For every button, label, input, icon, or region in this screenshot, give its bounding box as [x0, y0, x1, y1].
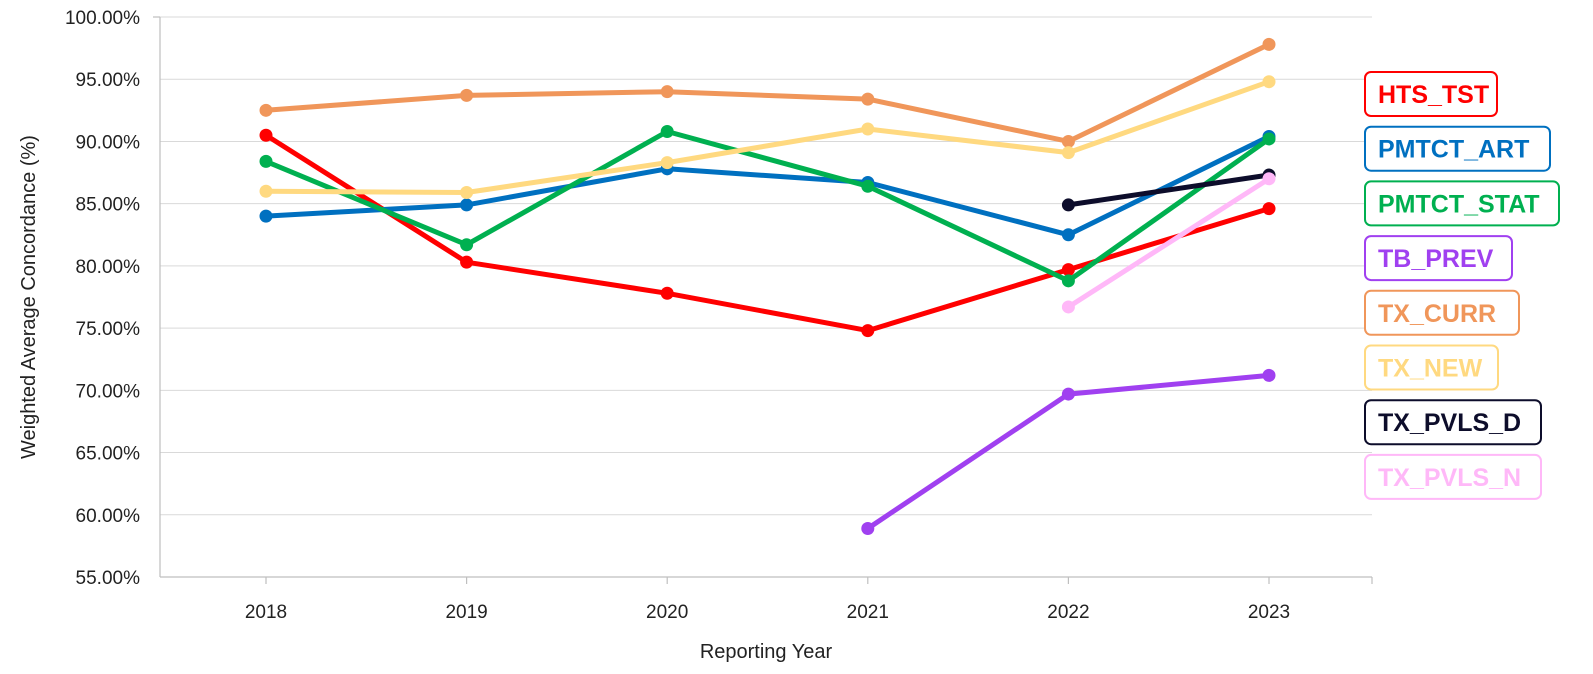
data-point-hts-tst	[460, 255, 474, 269]
y-axis-ticks: 55.00% 60.00% 65.00% 70.00% 75.00% 80.00% 85.0…	[65, 8, 140, 589]
data-point-tx-pvls-n	[1061, 300, 1075, 314]
y-tick-label: 100.00%	[65, 8, 140, 29]
y-tick-label: 80.00%	[76, 257, 141, 278]
legend-item-tx-curr: TX_CURR	[1364, 289, 1520, 336]
x-axis-title: Reporting Year	[700, 641, 833, 663]
series-line-tx-pvls-d	[1065, 172, 1272, 208]
y-tick-label: 90.00%	[76, 132, 141, 153]
data-point-hts-tst	[1061, 263, 1075, 277]
legend-box	[1364, 180, 1560, 227]
data-point-pmtct-stat	[460, 238, 474, 252]
gridlines	[160, 16, 1372, 516]
data-point-hts-tst	[660, 286, 674, 300]
legend-box	[1364, 399, 1542, 446]
data-point-hts-tst	[259, 128, 273, 142]
series-tx-new	[259, 75, 1276, 199]
x-tick-label: 2023	[1248, 602, 1290, 623]
data-point-tx-new	[460, 185, 474, 199]
data-point-tb-prev	[861, 521, 875, 535]
legend-item-tx-new: TX_NEW	[1364, 344, 1499, 391]
series-pmtct-stat	[259, 124, 1276, 288]
legend-label: TB_PREV	[1378, 245, 1494, 273]
legend-item-tb-prev: TB_PREV	[1364, 235, 1513, 282]
x-tick-label: 2022	[1047, 602, 1089, 623]
series-tx-pvls-d	[1061, 168, 1276, 212]
data-point-pmtct-stat	[1061, 274, 1075, 288]
data-point-tx-curr	[259, 103, 273, 117]
series-tx-pvls-n	[1061, 172, 1276, 314]
series-line-tx-new	[263, 79, 1272, 195]
data-point-tx-curr	[1061, 134, 1075, 148]
legend-label: PMTCT_ART	[1378, 136, 1529, 164]
legend-item-pmtct-art: PMTCT_ART	[1364, 125, 1551, 172]
y-tick-label: 85.00%	[76, 195, 141, 216]
data-point-tx-curr	[1262, 37, 1276, 51]
series-layer	[259, 37, 1276, 535]
data-point-pmtct-art	[460, 198, 474, 212]
legend-label: HTS_TST	[1378, 81, 1489, 109]
data-point-tx-pvls-d	[1061, 198, 1075, 212]
legend-label: TX_PVLS_D	[1378, 409, 1521, 437]
data-point-pmtct-art	[1061, 228, 1075, 242]
legend-label: TX_NEW	[1378, 355, 1483, 383]
legend-box	[1364, 344, 1499, 391]
legend: HTS_TST PMTCT_ART PMTCT_STAT TB_PREV TX_CURR…	[1364, 71, 1560, 500]
y-tick-label: 65.00%	[76, 444, 141, 465]
legend-box	[1364, 453, 1542, 500]
data-point-pmtct-stat	[259, 154, 273, 168]
x-tick-label: 2018	[245, 602, 287, 623]
series-line-hts-tst	[263, 132, 1272, 334]
legend-label: PMTCT_STAT	[1378, 190, 1540, 218]
data-point-tx-new	[861, 122, 875, 136]
series-tx-curr	[259, 37, 1276, 148]
series-line-pmtct-stat	[263, 129, 1272, 284]
x-tick-label: 2021	[847, 602, 889, 623]
data-point-pmtct-stat	[861, 179, 875, 193]
legend-item-hts-tst: HTS_TST	[1364, 71, 1498, 117]
data-point-hts-tst	[1262, 202, 1276, 216]
y-axis-title: Weighted Average Concordance (%)	[18, 135, 40, 459]
data-point-hts-tst	[861, 324, 875, 338]
legend-box	[1364, 125, 1551, 172]
data-point-pmtct-stat	[660, 124, 674, 138]
data-point-tx-new	[1262, 75, 1276, 89]
y-tick-label: 75.00%	[76, 319, 141, 340]
y-tick-label: 70.00%	[76, 381, 141, 402]
legend-label: TX_CURR	[1378, 300, 1496, 328]
series-line-tx-pvls-n	[1065, 176, 1272, 310]
x-tick-label: 2020	[646, 602, 688, 623]
legend-label: TX_PVLS_N	[1378, 464, 1521, 492]
data-point-tx-curr	[660, 85, 674, 99]
legend-item-tx-pvls-d: TX_PVLS_D	[1364, 399, 1542, 446]
data-point-tb-prev	[1262, 368, 1276, 382]
data-point-pmtct-art	[259, 209, 273, 223]
y-tick-label: 60.00%	[76, 506, 141, 527]
data-point-tx-new	[259, 184, 273, 198]
series-line-pmtct-art	[263, 134, 1272, 238]
y-tick-label: 55.00%	[76, 568, 141, 589]
x-tick-label: 2019	[445, 602, 487, 623]
legend-box	[1364, 289, 1520, 336]
data-point-tx-pvls-n	[1262, 172, 1276, 186]
y-tick-label: 95.00%	[76, 70, 141, 91]
axes	[153, 16, 1373, 584]
legend-item-tx-pvls-n: TX_PVLS_N	[1364, 453, 1542, 500]
data-point-tx-new	[1061, 146, 1075, 160]
legend-item-pmtct-stat: PMTCT_STAT	[1364, 180, 1560, 227]
series-tb-prev	[861, 368, 1276, 535]
legend-box	[1364, 235, 1513, 282]
series-line-tx-curr	[263, 41, 1272, 144]
legend-box	[1364, 71, 1498, 117]
data-point-tx-new	[660, 156, 674, 170]
data-point-tx-curr	[460, 88, 474, 102]
data-point-tb-prev	[1061, 387, 1075, 401]
data-point-tx-curr	[861, 92, 875, 106]
x-axis-ticks: 2018 2019 2020 2021 2022 2023	[245, 602, 1290, 623]
data-point-pmtct-stat	[1262, 132, 1276, 146]
